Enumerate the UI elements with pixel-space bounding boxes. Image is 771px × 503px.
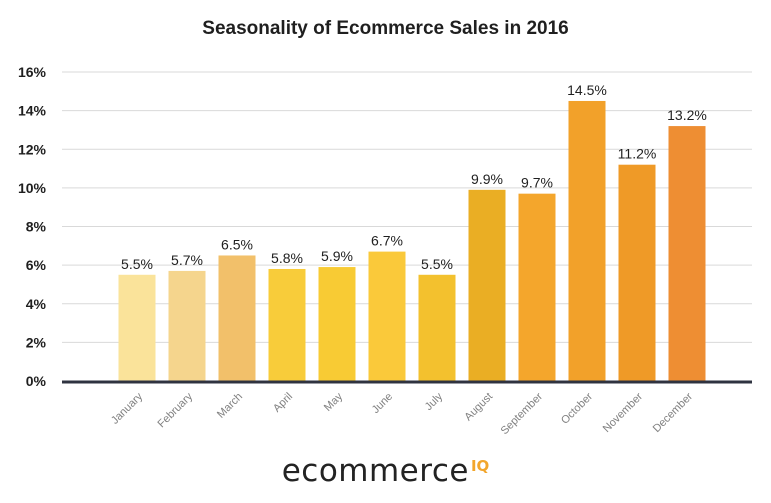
x-tick-label: March <box>215 391 245 421</box>
y-tick-label: 10% <box>18 180 47 196</box>
data-label: 13.2% <box>667 107 707 123</box>
bar <box>218 255 256 381</box>
x-tick-label: June <box>370 391 395 416</box>
brand-logo: ecommerce IQ <box>0 453 771 489</box>
y-tick-label: 16% <box>18 64 47 80</box>
x-tick-label: May <box>322 390 346 414</box>
bar <box>118 274 156 381</box>
data-label: 9.9% <box>471 171 503 187</box>
y-tick-label: 12% <box>18 141 47 157</box>
x-tick-label: October <box>559 390 595 426</box>
y-tick-label: 0% <box>26 373 47 389</box>
x-tick-label: April <box>271 391 295 415</box>
bar <box>368 251 406 381</box>
data-label: 5.5% <box>421 256 453 272</box>
y-tick-label: 4% <box>26 296 47 312</box>
logo-superscript: IQ <box>470 456 490 475</box>
x-tick-label: August <box>462 391 495 424</box>
bar <box>418 274 456 381</box>
data-label: 5.5% <box>121 256 153 272</box>
data-label: 11.2% <box>618 146 657 162</box>
data-label: 6.5% <box>221 236 253 252</box>
x-tick-label: November <box>601 390 646 435</box>
data-label: 9.7% <box>521 175 553 191</box>
data-label: 14.5% <box>567 82 607 98</box>
y-tick-label: 8% <box>26 219 47 235</box>
x-tick-label: July <box>423 390 446 413</box>
bar <box>568 100 606 381</box>
data-label: 5.9% <box>321 248 353 264</box>
x-tick-label: September <box>499 390 546 437</box>
bar <box>168 270 206 381</box>
y-tick-label: 14% <box>18 103 47 119</box>
bar <box>268 268 306 381</box>
data-label: 5.8% <box>271 250 303 266</box>
chart-title: Seasonality of Ecommerce Sales in 2016 <box>202 18 569 39</box>
x-tick-label: January <box>109 390 146 427</box>
x-tick-label: February <box>156 390 196 430</box>
data-label: 5.7% <box>171 252 203 268</box>
bar <box>618 164 656 381</box>
bar <box>518 193 556 381</box>
x-tick-label: December <box>651 390 696 435</box>
y-tick-label: 2% <box>26 334 47 350</box>
y-tick-label: 6% <box>26 257 47 273</box>
bar <box>468 189 506 381</box>
bar <box>668 126 706 381</box>
bar <box>318 267 356 381</box>
data-label: 6.7% <box>371 233 403 249</box>
logo-wordmark: ecommerce <box>281 453 469 489</box>
